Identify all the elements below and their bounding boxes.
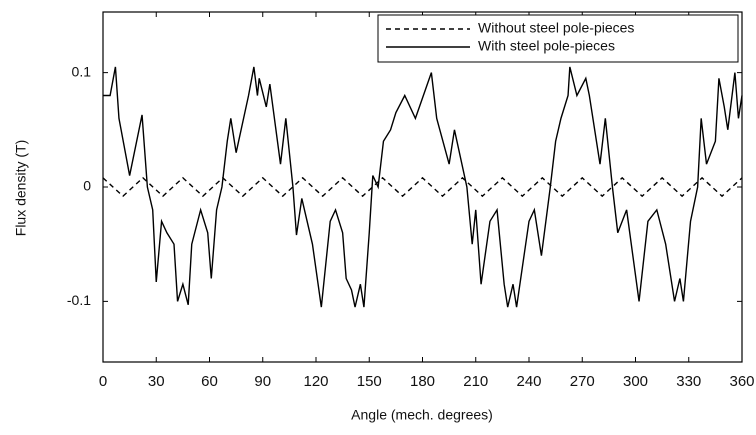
x-tick-label: 240 [516, 373, 541, 390]
plot-frame [102, 11, 743, 363]
x-tick-label: 30 [148, 373, 165, 390]
x-tick-label: 270 [570, 373, 595, 390]
x-tick-label: 150 [357, 373, 382, 390]
x-tick-label: 0 [99, 373, 107, 390]
y-tick-label: 0 [83, 178, 91, 194]
x-tick-label: 90 [254, 373, 271, 390]
legend-label: With steel pole-pieces [478, 38, 615, 54]
y-tick-label: -0.1 [67, 292, 91, 308]
x-axis-title: Angle (mech. degrees) [351, 407, 493, 423]
x-tick-label: 210 [463, 373, 488, 390]
x-tick-label: 360 [729, 373, 754, 390]
legend-box [377, 14, 739, 63]
legend-label: Without steel pole-pieces [478, 20, 634, 36]
series-line [103, 66, 743, 308]
x-tick-label: 120 [303, 373, 328, 390]
x-tick-label: 330 [676, 373, 701, 390]
x-tick-label: 180 [410, 373, 435, 390]
y-axis-title: Flux density (T) [13, 140, 29, 236]
y-tick-label: 0.1 [72, 63, 92, 79]
series-line [102, 176, 743, 198]
x-tick-label: 60 [201, 373, 218, 390]
x-tick-label: 300 [623, 373, 648, 390]
